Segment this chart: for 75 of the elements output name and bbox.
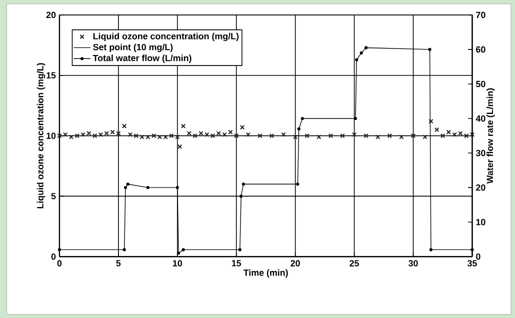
point	[328, 133, 334, 138]
point	[410, 133, 416, 138]
point	[269, 133, 274, 138]
point	[240, 194, 243, 198]
y2-tick-label: 40	[476, 115, 486, 122]
point	[242, 182, 245, 186]
point	[387, 133, 392, 138]
point	[340, 133, 345, 138]
y-tick-label: 15	[46, 72, 56, 78]
x-tick-label: 15	[232, 260, 242, 266]
x-tick-label: 35	[467, 260, 477, 266]
point	[364, 133, 368, 138]
point	[422, 134, 428, 140]
x-tick-label: 10	[172, 260, 182, 266]
y-tick-label: 0	[51, 253, 56, 260]
x-tick-label: 25	[350, 260, 359, 266]
point	[122, 248, 126, 252]
x-axis-title: Time (min)	[243, 269, 288, 278]
point	[470, 248, 474, 252]
point	[360, 51, 363, 54]
legend-label: Liquid ozone concentration (mg/L)	[93, 32, 239, 42]
point	[177, 251, 180, 255]
x-tick-label: 0	[57, 260, 62, 266]
point	[122, 124, 127, 128]
point	[240, 124, 245, 130]
point	[304, 133, 310, 138]
point	[364, 46, 368, 50]
point	[429, 248, 432, 252]
point	[292, 134, 298, 140]
point	[300, 116, 304, 120]
y-axis-title: Liquid ozone concentration (mg/L)	[36, 62, 46, 208]
y2-tick-label: 10	[476, 218, 486, 226]
point	[176, 186, 179, 189]
point	[124, 186, 128, 189]
y2-tick-label: 0	[476, 253, 480, 260]
y2-tick-label: 50	[476, 80, 486, 87]
y2-tick-label: 30	[476, 150, 486, 156]
point	[58, 248, 61, 252]
y-tick-label: 20	[46, 12, 56, 18]
point	[146, 186, 150, 189]
x-tick-label: 20	[290, 260, 300, 266]
point	[316, 134, 322, 140]
point	[228, 130, 233, 134]
point	[376, 134, 380, 140]
point	[258, 133, 262, 138]
point	[182, 248, 185, 252]
point	[446, 130, 452, 134]
point	[180, 124, 186, 128]
point	[177, 144, 182, 149]
legend-label: Total water flow (L/min)	[92, 54, 192, 63]
point	[246, 132, 251, 137]
y-tick-label: 10	[46, 132, 56, 139]
legend-label: Set point (10 mg/L)	[93, 44, 173, 52]
point	[434, 127, 440, 132]
point	[192, 133, 198, 138]
point	[296, 182, 300, 186]
y2-tick-label: 70	[476, 12, 486, 18]
point	[297, 127, 300, 130]
point	[428, 118, 434, 124]
point	[355, 58, 358, 62]
y2-tick-label: 20	[476, 184, 486, 191]
x-tick-label: 5	[116, 260, 121, 266]
point	[234, 133, 239, 138]
y2-tick-label: 60	[476, 46, 486, 52]
point	[440, 133, 446, 138]
y2-axis-title: Water flow rate (L/min)	[486, 88, 495, 184]
point	[281, 132, 286, 137]
x-tick-label: 30	[408, 260, 418, 266]
point	[399, 134, 404, 140]
point	[238, 248, 242, 252]
point	[428, 48, 432, 51]
y-tick-label: 5	[51, 192, 56, 200]
point	[352, 132, 357, 137]
point	[126, 182, 130, 186]
point	[186, 130, 192, 136]
